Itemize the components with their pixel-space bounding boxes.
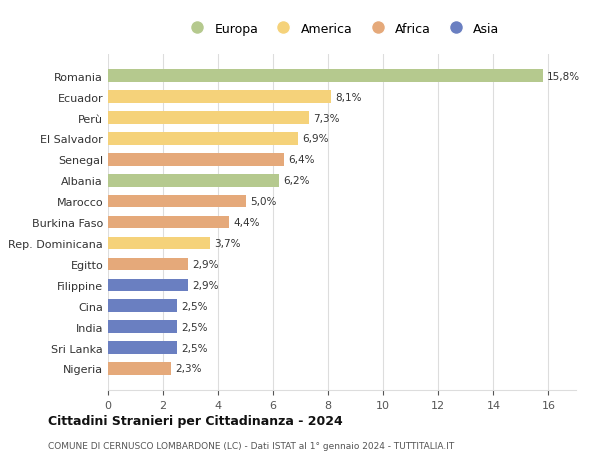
Text: 8,1%: 8,1%	[335, 92, 362, 102]
Text: 2,5%: 2,5%	[181, 322, 208, 332]
Text: 2,9%: 2,9%	[192, 280, 218, 290]
Text: 2,9%: 2,9%	[192, 259, 218, 269]
Text: 4,4%: 4,4%	[233, 218, 260, 228]
Text: 3,7%: 3,7%	[214, 239, 241, 248]
Text: COMUNE DI CERNUSCO LOMBARDONE (LC) - Dati ISTAT al 1° gennaio 2024 - TUTTITALIA.: COMUNE DI CERNUSCO LOMBARDONE (LC) - Dat…	[48, 441, 454, 450]
Text: Cittadini Stranieri per Cittadinanza - 2024: Cittadini Stranieri per Cittadinanza - 2…	[48, 414, 343, 427]
Text: 15,8%: 15,8%	[547, 72, 580, 82]
Text: 6,2%: 6,2%	[283, 176, 310, 186]
Text: 2,3%: 2,3%	[175, 364, 202, 374]
Bar	[108, 363, 172, 375]
Text: 2,5%: 2,5%	[181, 301, 208, 311]
Bar	[108, 133, 298, 146]
Text: 6,9%: 6,9%	[302, 134, 329, 144]
Bar	[108, 174, 278, 187]
Bar	[108, 91, 331, 104]
Bar	[108, 258, 188, 271]
Bar	[108, 112, 309, 124]
Text: 6,4%: 6,4%	[289, 155, 315, 165]
Bar	[108, 216, 229, 229]
Bar	[108, 196, 245, 208]
Text: 2,5%: 2,5%	[181, 343, 208, 353]
Bar	[108, 321, 177, 333]
Bar	[108, 300, 177, 312]
Bar	[108, 341, 177, 354]
Bar	[108, 237, 210, 250]
Bar	[108, 279, 188, 291]
Text: 5,0%: 5,0%	[250, 197, 276, 207]
Bar	[108, 154, 284, 166]
Bar	[108, 70, 543, 83]
Text: 7,3%: 7,3%	[313, 113, 340, 123]
Legend: Europa, America, Africa, Asia: Europa, America, Africa, Asia	[179, 18, 505, 41]
